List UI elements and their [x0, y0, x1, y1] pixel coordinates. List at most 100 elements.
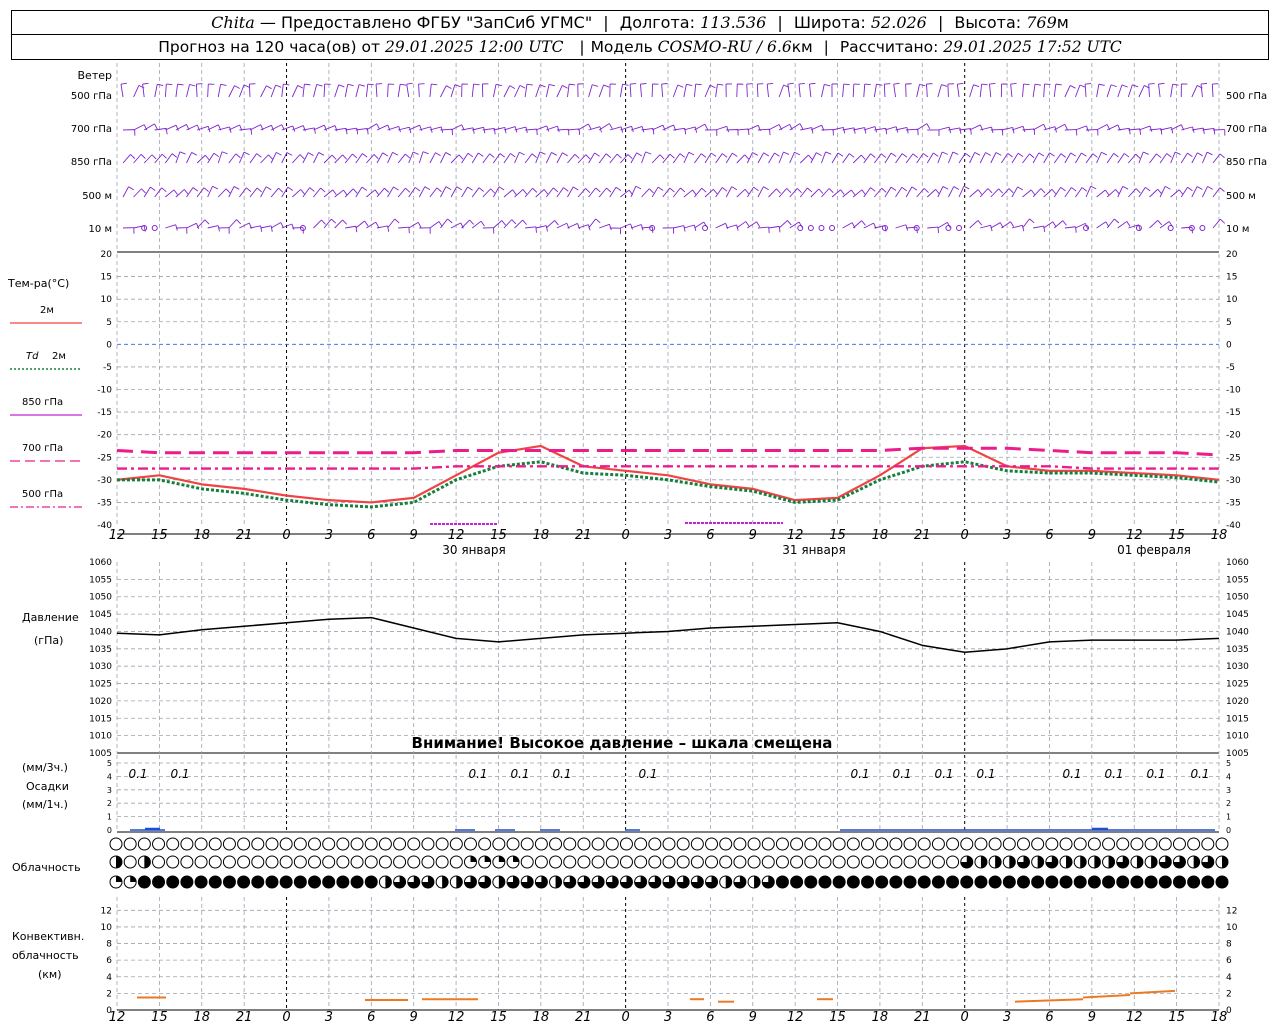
- hour-tick-label: 0: [961, 1010, 969, 1024]
- wind-barb-icon: [799, 187, 808, 198]
- wind-barb-feather-icon: [1062, 220, 1067, 226]
- wind-barb-feather-icon: [128, 186, 134, 191]
- wind-barb-icon: [1043, 221, 1054, 229]
- cloud-cover-fill: [1074, 876, 1087, 888]
- wind-barb-icon: [1053, 84, 1057, 98]
- wind-level-label-right: 700 гПа: [1226, 124, 1267, 135]
- header-line-1-part-6: |: [777, 13, 783, 32]
- wind-barb-feather-icon: [318, 152, 325, 156]
- wind-barb-feather-icon: [1038, 152, 1045, 157]
- precip-tick-right: 2: [1226, 799, 1231, 808]
- wind-barb-feather-icon: [235, 153, 241, 159]
- wind-barb-feather-icon: [438, 221, 443, 227]
- wind-barb-icon: [302, 187, 311, 198]
- wind-barb-feather-icon: [532, 187, 538, 193]
- cloud-cover-icon: [1201, 837, 1215, 851]
- wind-barb-feather-icon: [677, 84, 684, 88]
- wind-barb-icon: [313, 152, 320, 164]
- temperature-series-line: [116, 446, 1220, 457]
- wind-barb-feather-icon: [177, 83, 184, 86]
- cloud-cover-fill: [1003, 876, 1016, 888]
- wind-barb-icon: [1159, 127, 1172, 131]
- wind-barb-icon: [260, 124, 272, 131]
- wind-barb-feather-icon: [957, 82, 964, 85]
- wind-barb-feather-icon: [382, 152, 389, 157]
- wind-barb-icon: [165, 124, 177, 131]
- wind-barb-feather-icon: [179, 151, 186, 155]
- wind-barb-icon: [958, 153, 966, 164]
- wind-barb-feather-icon: [243, 84, 250, 88]
- wind-barb-feather-icon: [941, 84, 948, 87]
- hour-tick-label: 9: [410, 528, 418, 543]
- wind-barb-icon: [778, 123, 790, 131]
- wind-barb-icon: [387, 125, 399, 131]
- wind-barb-feather-icon: [236, 219, 242, 225]
- wind-barb-feather-icon: [367, 83, 374, 86]
- cloud-cover-icon: [761, 855, 775, 869]
- hour-tick-label: 0: [282, 528, 290, 543]
- cloud-cover-fill: [209, 876, 222, 888]
- wind-barb-icon: [217, 151, 223, 164]
- wind-barb-feather-icon: [732, 152, 738, 157]
- cloud-cover-icon: [407, 855, 421, 869]
- wind-barb-icon: [1202, 186, 1209, 198]
- wind-barb-icon: [1011, 186, 1019, 198]
- wind-barb-icon: [863, 222, 874, 229]
- wind-barb-feather-icon: [545, 225, 548, 232]
- wind-barb-icon: [1148, 84, 1150, 98]
- wind-barb-icon: [661, 84, 664, 98]
- wind-barb-feather-icon: [965, 152, 971, 158]
- cloud-cover-icon: [208, 855, 222, 869]
- wind-barb-icon: [821, 151, 827, 164]
- wind-barb-icon: [196, 125, 209, 131]
- hour-tick-label: 3: [664, 528, 672, 543]
- cloud-cover-icon: [166, 837, 180, 851]
- conv-tick-right: 12: [1226, 906, 1237, 916]
- wind-barb-icon: [281, 223, 293, 229]
- wind-barb-feather-icon: [161, 153, 167, 159]
- cloud-cover-icon: [903, 855, 917, 869]
- cloud-cover-fill: [442, 876, 449, 888]
- wind-barb-icon: [120, 84, 124, 98]
- wind-barb-icon: [291, 154, 301, 164]
- wind-barb-icon: [207, 186, 213, 198]
- conv-tick-left: 0: [106, 1006, 112, 1016]
- wind-barb-icon: [778, 84, 785, 98]
- wind-barb-icon: [853, 127, 865, 131]
- wind-barb-feather-icon: [710, 152, 717, 157]
- wind-barb-icon: [694, 153, 702, 164]
- cloud-cover-icon: [1102, 837, 1116, 851]
- wind-barb-feather-icon: [585, 188, 591, 193]
- wind-barb-icon: [429, 126, 442, 131]
- pressure-tick-right: 1025: [1226, 680, 1249, 690]
- wind-barb-icon: [418, 186, 426, 198]
- wind-barb-icon: [810, 124, 822, 131]
- wind-barb-feather-icon: [323, 125, 327, 131]
- wind-barb-icon: [980, 126, 992, 131]
- wind-barb-icon: [630, 152, 638, 164]
- pressure-tick-right: 1010: [1226, 732, 1249, 742]
- wind-barb-icon: [757, 152, 765, 164]
- wind-barb-icon: [956, 84, 960, 98]
- wind-barb-icon: [1001, 221, 1011, 229]
- conv-tick-right: 0: [1226, 1006, 1232, 1016]
- wind-barb-icon: [842, 153, 850, 164]
- wind-barb-icon: [323, 83, 326, 98]
- wind-barb-feather-icon: [551, 152, 557, 156]
- cloud-cover-icon: [1215, 837, 1229, 851]
- pressure-tick-right: 1020: [1226, 697, 1249, 707]
- wind-barb-icon: [535, 125, 547, 131]
- cloud-cover-fill: [1080, 856, 1087, 868]
- wind-barb-icon: [1212, 187, 1221, 198]
- cloud-cover-fill: [251, 876, 264, 888]
- wind-barb-icon: [990, 152, 997, 164]
- wind-barb-icon: [768, 152, 775, 164]
- hour-tick-label: 18: [533, 528, 550, 543]
- cloud-cover-fill: [498, 856, 505, 862]
- cloud-cover-fill: [1173, 856, 1186, 868]
- cloud-cover-fill: [1017, 876, 1030, 888]
- wind-barb-icon: [736, 128, 749, 131]
- wind-barb-icon: [471, 84, 475, 98]
- temp-tick-left: -35: [97, 498, 112, 508]
- wind-barb-feather-icon: [592, 84, 599, 87]
